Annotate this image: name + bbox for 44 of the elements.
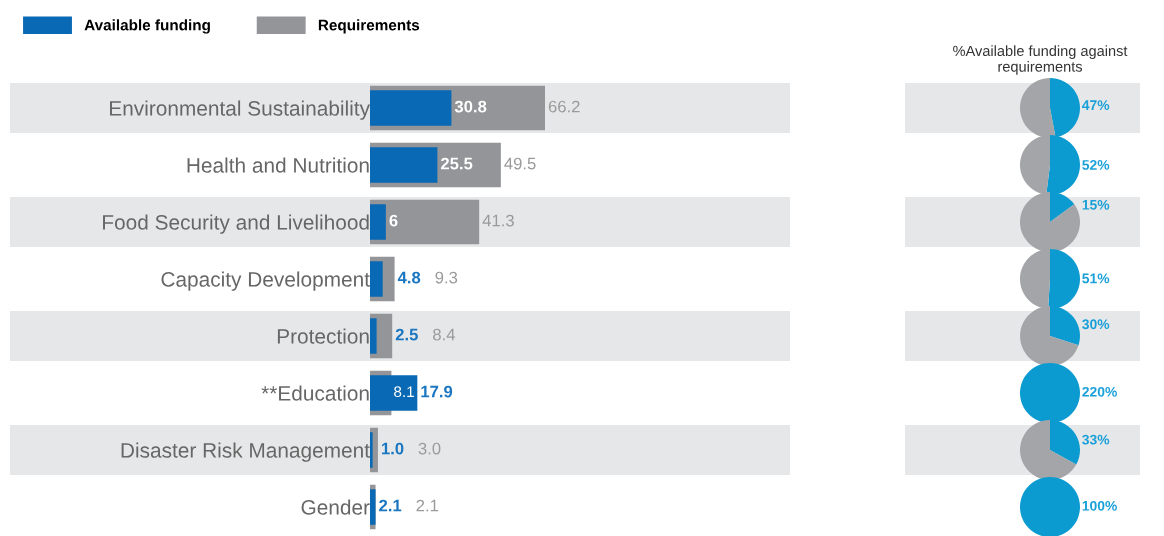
y-tick-label: Environmental Sustainability: [110, 100, 370, 120]
bar: [370, 147, 438, 183]
y-tick-label: Protection: [277, 328, 369, 344]
data-label: 2.5: [395, 328, 418, 341]
chart-title: %Available funding against requirements: [953, 45, 1128, 75]
data-label: 30.8: [454, 100, 487, 113]
data-label: 100%: [1082, 500, 1117, 511]
legend-label: Requirements: [318, 19, 420, 34]
pie-slice: [1020, 420, 1077, 480]
data-label: 1.0: [381, 442, 404, 455]
data-label: 8.4: [433, 328, 456, 341]
data-label: 51%: [1082, 273, 1110, 284]
data-label: 6: [389, 214, 398, 227]
bar: [370, 489, 376, 525]
y-tick-label: Disaster Risk Management: [121, 442, 370, 462]
y-tick-label: Health and Nutrition: [187, 157, 369, 173]
data-label: 8.1: [394, 386, 414, 398]
data-label: 2.1: [379, 499, 402, 512]
data-label: 52%: [1082, 160, 1110, 170]
data-label: 2.1: [416, 499, 439, 512]
data-label: 15%: [1082, 199, 1110, 210]
bar: [370, 90, 452, 126]
data-label: 220%: [1082, 386, 1117, 397]
legend-label: Available funding: [84, 19, 210, 34]
bar: [370, 375, 418, 411]
data-label: 30%: [1082, 319, 1110, 330]
data-label: 66.2: [548, 100, 580, 113]
data-label: 49.5: [504, 157, 536, 170]
data-label: 4.8: [397, 271, 421, 284]
data-label: 47%: [1082, 100, 1110, 111]
bar: [370, 204, 386, 240]
data-label: 9.3: [435, 271, 458, 284]
data-label: 17.9: [421, 385, 453, 398]
y-tick-label: Gender: [301, 499, 370, 515]
bar: [370, 318, 377, 354]
y-tick-label: Food Security and Livelihood: [103, 214, 369, 234]
bar: [370, 432, 373, 468]
bar: [370, 261, 383, 297]
data-label: 25.5: [440, 157, 473, 170]
data-label: 41.3: [482, 214, 514, 227]
y-tick-label: Capacity Development: [161, 271, 370, 291]
data-label: 3.0: [418, 442, 441, 455]
y-tick-label: **Education: [261, 385, 369, 401]
data-label: 33%: [1082, 434, 1110, 445]
